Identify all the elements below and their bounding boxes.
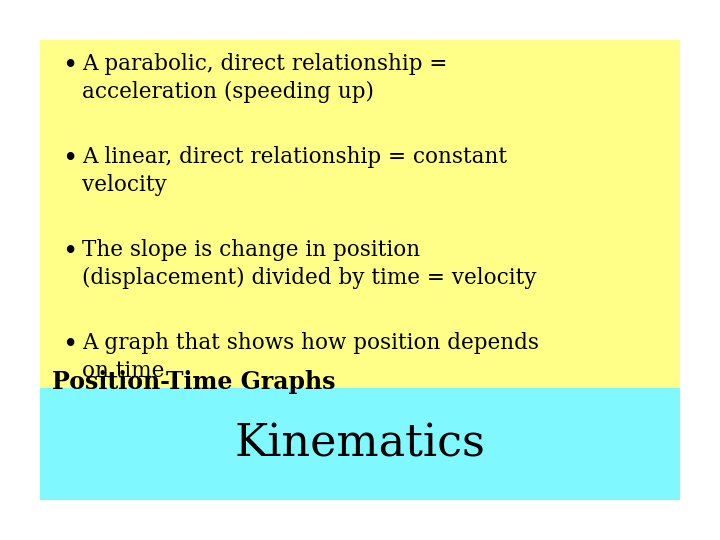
- Text: Position-Time Graphs: Position-Time Graphs: [52, 370, 336, 394]
- Text: •: •: [62, 332, 77, 357]
- Text: •: •: [62, 53, 77, 78]
- Text: A linear, direct relationship = constant
velocity: A linear, direct relationship = constant…: [82, 146, 507, 196]
- Text: A parabolic, direct relationship =
acceleration (speeding up): A parabolic, direct relationship = accel…: [82, 53, 447, 103]
- Text: The slope is change in position
(displacement) divided by time = velocity: The slope is change in position (displac…: [82, 239, 536, 289]
- Bar: [40, 40, 680, 500]
- Bar: [40, 388, 680, 500]
- Text: •: •: [62, 146, 77, 171]
- Text: •: •: [62, 239, 77, 264]
- Text: A graph that shows how position depends
on time: A graph that shows how position depends …: [82, 332, 539, 382]
- Text: Kinematics: Kinematics: [235, 422, 485, 465]
